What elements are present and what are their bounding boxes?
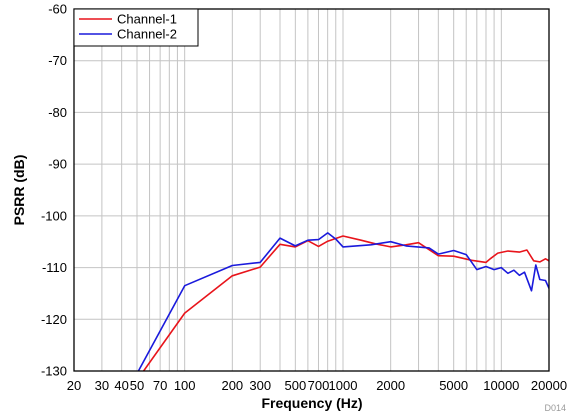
x-tick-labels: 20 30 40 50 70 100 200 300 500 700 1000 2000 5000 100… bbox=[67, 378, 567, 393]
x-tick-label: 20000 bbox=[531, 378, 567, 393]
y-axis-label: PSRR (dB) bbox=[11, 155, 27, 226]
x-tick-label: 300 bbox=[249, 378, 271, 393]
legend-label-1: Channel-1 bbox=[117, 12, 177, 27]
x-tick-label: 1000 bbox=[329, 378, 358, 393]
legend-box bbox=[73, 8, 199, 47]
y-tick-label: -90 bbox=[48, 157, 67, 172]
x-axis-label: Frequency (Hz) bbox=[261, 395, 362, 411]
y-tick-label: -70 bbox=[48, 53, 67, 68]
y-tick-label: -110 bbox=[42, 260, 67, 275]
plot-frame bbox=[73, 8, 550, 372]
x-tick-label: 5000 bbox=[439, 378, 468, 393]
y-tick-labels: -130 -120 -110 -100 -90 -80 -70 -60 bbox=[41, 2, 67, 379]
y-tick-label: -80 bbox=[48, 105, 67, 120]
x-tick-label: 50 bbox=[130, 378, 144, 393]
x-tick-label: 40 bbox=[114, 378, 128, 393]
grid-lines bbox=[74, 9, 549, 371]
series-group bbox=[137, 232, 549, 371]
y-tick-label: -60 bbox=[48, 2, 67, 17]
y-tick-label: -130 bbox=[41, 364, 67, 379]
y-tick-label: -120 bbox=[41, 312, 67, 327]
x-tick-label: 20 bbox=[67, 378, 81, 393]
series-line-1 bbox=[142, 235, 549, 371]
x-tick-label: 700 bbox=[308, 378, 330, 393]
legend-label-2: Channel-2 bbox=[117, 27, 177, 42]
x-tick-label: 10000 bbox=[483, 378, 519, 393]
series-line-2 bbox=[137, 232, 549, 371]
figure-id-watermark: D014 bbox=[544, 403, 566, 413]
x-tick-label: 70 bbox=[153, 378, 167, 393]
x-tick-label: 200 bbox=[221, 378, 243, 393]
y-tick-label: -100 bbox=[41, 208, 67, 223]
x-tick-label: 100 bbox=[174, 378, 196, 393]
x-tick-label: 2000 bbox=[376, 378, 405, 393]
x-tick-label: 30 bbox=[95, 378, 109, 393]
x-tick-label: 500 bbox=[284, 378, 306, 393]
